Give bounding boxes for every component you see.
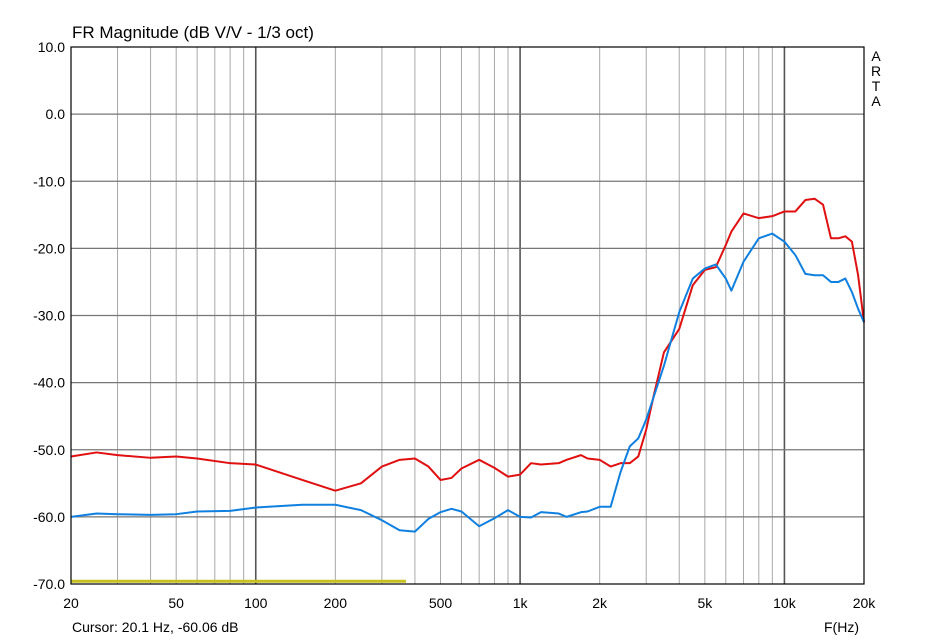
plot-frame: [70, 46, 865, 585]
y-tick-labels: 10.0 0.0 -10.0 -20.0 -30.0 -40.0 -50.0 -60.0 -70…: [33, 39, 65, 592]
y-tick-label: 0.0: [46, 106, 66, 122]
y-tick-label: -60.0: [33, 509, 65, 525]
series-line-1: [70, 197, 865, 492]
x-tick-label: 20k: [853, 595, 877, 611]
x-tick-label: 10k: [773, 595, 797, 611]
x-axis-label: F(Hz): [824, 619, 859, 635]
grid: [71, 47, 864, 584]
watermark-letter: T: [872, 78, 881, 94]
x-tick-labels: 20 50 100 200 500 1k 2k 5k 10k 20k: [63, 595, 876, 611]
y-tick-label: -50.0: [33, 442, 65, 458]
x-tick-label: 1k: [513, 595, 529, 611]
y-tick-label: -40.0: [33, 375, 65, 391]
watermark-letter: R: [871, 63, 881, 79]
chart-title: FR Magnitude (dB V/V - 1/3 oct): [72, 23, 314, 42]
x-tick-label: 100: [244, 595, 268, 611]
x-tick-label: 50: [168, 595, 184, 611]
watermark-letter: A: [871, 93, 881, 109]
y-tick-label: 10.0: [38, 39, 65, 55]
series-line-2: [70, 232, 865, 533]
x-tick-label: 5k: [697, 595, 713, 611]
x-tick-label: 20: [63, 595, 79, 611]
y-tick-label: -70.0: [33, 576, 65, 592]
series-group: [70, 197, 865, 583]
x-tick-label: 200: [324, 595, 348, 611]
y-tick-label: -20.0: [33, 240, 65, 256]
watermark-letter: A: [871, 48, 881, 64]
x-tick-label: 500: [429, 595, 453, 611]
cursor-readout: Cursor: 20.1 Hz, -60.06 dB: [72, 619, 239, 635]
y-tick-label: -30.0: [33, 308, 65, 324]
y-tick-label: -10.0: [33, 173, 65, 189]
x-tick-label: 2k: [592, 595, 608, 611]
